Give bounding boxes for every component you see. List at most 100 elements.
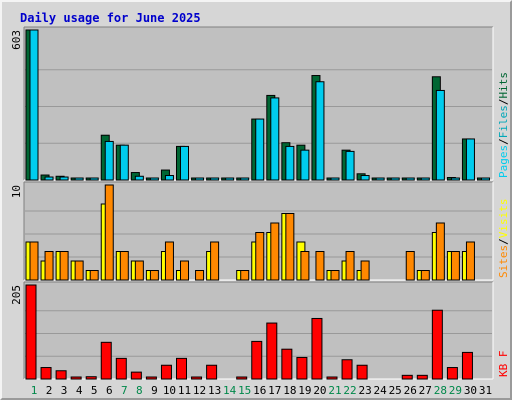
bar-kbytes-day-13 [206, 364, 218, 380]
bar-files-day-20 [315, 81, 325, 181]
x-tick-label: 20 [313, 384, 326, 397]
x-tick-label: 25 [389, 384, 402, 397]
bar-kbytes-day-3 [55, 370, 67, 380]
x-tick-label: 23 [358, 384, 371, 397]
bar-kbytes-day-4 [70, 376, 82, 380]
bar-kbytes-day-19 [296, 356, 308, 380]
x-tick-label: 29 [449, 384, 462, 397]
bar-sites-day-1 [29, 241, 39, 281]
bar-sites-day-30 [465, 241, 475, 281]
x-tick-label: 1 [31, 384, 38, 397]
bar-files-day-25 [390, 177, 400, 181]
x-tick-label: 17 [268, 384, 281, 397]
bar-files-day-31 [481, 177, 490, 181]
bar-files-day-14 [225, 177, 235, 181]
bar-sites-day-26 [405, 251, 415, 281]
bar-kbytes-day-18 [281, 348, 293, 380]
legend-entry: Visits [497, 199, 510, 239]
legend-entry: Pages [497, 145, 510, 178]
bar-sites-day-3 [59, 251, 69, 281]
bar-sites-day-9 [149, 270, 159, 281]
bar-sites-day-22 [345, 251, 355, 281]
x-tick-label: 16 [253, 384, 266, 397]
bar-sites-day-12 [195, 270, 205, 281]
bar-kbytes-day-9 [145, 376, 157, 380]
bar-kbytes-day-10 [160, 364, 172, 380]
x-tick-label: 10 [163, 384, 176, 397]
bar-sites-day-21 [330, 270, 340, 281]
legend-top: Pages/Files/Hits [497, 72, 510, 178]
x-tick-label: 9 [151, 384, 158, 397]
y-max-label-middle: 10 [10, 185, 23, 198]
bar-sites-day-29 [450, 251, 460, 281]
legend-entry: Sites [497, 245, 510, 278]
legend-entry: KB F [497, 351, 510, 378]
bar-kbytes-day-12 [191, 376, 203, 380]
x-tick-label: 12 [193, 384, 206, 397]
bar-kbytes-day-26 [401, 374, 413, 380]
bar-kbytes-day-2 [40, 367, 52, 380]
bar-files-day-3 [59, 176, 69, 181]
bar-files-day-27 [420, 177, 430, 181]
bar-sites-day-4 [74, 260, 84, 281]
bar-sites-day-5 [89, 270, 99, 281]
bar-sites-day-27 [420, 270, 430, 281]
x-tick-label: 21 [328, 384, 341, 397]
bar-sites-day-18 [285, 213, 295, 281]
x-tick-label: 3 [61, 384, 68, 397]
bar-sites-day-17 [270, 222, 280, 281]
bar-sites-day-28 [435, 222, 445, 281]
bar-files-day-29 [450, 177, 460, 181]
bar-files-day-17 [270, 97, 280, 181]
x-tick-label: 28 [434, 384, 447, 397]
bar-files-day-9 [149, 177, 159, 181]
bar-files-day-22 [345, 150, 355, 181]
bar-files-day-23 [360, 175, 370, 181]
bar-kbytes-day-8 [130, 371, 142, 380]
x-tick-label: 13 [208, 384, 221, 397]
bar-sites-day-11 [180, 260, 189, 281]
bar-kbytes-day-17 [266, 322, 278, 380]
x-tick-label: 7 [121, 384, 128, 397]
bar-files-day-21 [330, 177, 340, 181]
x-tick-label: 15 [238, 384, 251, 397]
x-tick-label: 30 [464, 384, 477, 397]
bar-files-day-12 [195, 177, 205, 181]
bar-sites-day-15 [240, 270, 250, 281]
bar-files-day-30 [465, 138, 475, 181]
y-max-label-top: 603 [10, 30, 23, 50]
x-tick-label: 8 [136, 384, 143, 397]
x-tick-label: 22 [343, 384, 356, 397]
bar-files-day-24 [375, 177, 385, 181]
bar-sites-day-23 [360, 260, 370, 281]
chart-title: Daily usage for June 2025 [20, 11, 201, 25]
bar-kbytes-day-20 [311, 317, 323, 380]
x-tick-label: 26 [404, 384, 417, 397]
x-tick-label: 5 [91, 384, 98, 397]
legend-entry: Files [497, 105, 510, 138]
bar-kbytes-day-27 [416, 374, 428, 380]
x-tick-label: 27 [419, 384, 432, 397]
bar-files-day-8 [134, 175, 144, 181]
bar-kbytes-day-29 [446, 367, 458, 380]
bar-kbytes-day-23 [356, 364, 368, 380]
bar-sites-day-10 [164, 241, 174, 281]
bar-files-day-13 [210, 177, 220, 181]
bar-files-day-28 [435, 89, 445, 181]
bar-files-day-7 [119, 144, 129, 181]
bar-files-day-15 [240, 177, 250, 181]
bar-files-day-1 [29, 29, 39, 181]
bar-files-day-16 [255, 118, 265, 181]
bar-sites-day-8 [134, 260, 144, 281]
x-tick-label: 11 [178, 384, 191, 397]
bar-sites-day-20 [315, 251, 325, 281]
bar-sites-day-7 [119, 251, 129, 281]
legend-bottom: KB F [497, 351, 510, 378]
bar-files-day-6 [104, 140, 114, 181]
bar-kbytes-day-11 [176, 357, 187, 380]
legend-entry: / [497, 99, 510, 106]
bar-sites-day-6 [104, 184, 114, 281]
bar-kbytes-day-28 [431, 309, 443, 380]
bar-kbytes-day-7 [115, 357, 127, 380]
